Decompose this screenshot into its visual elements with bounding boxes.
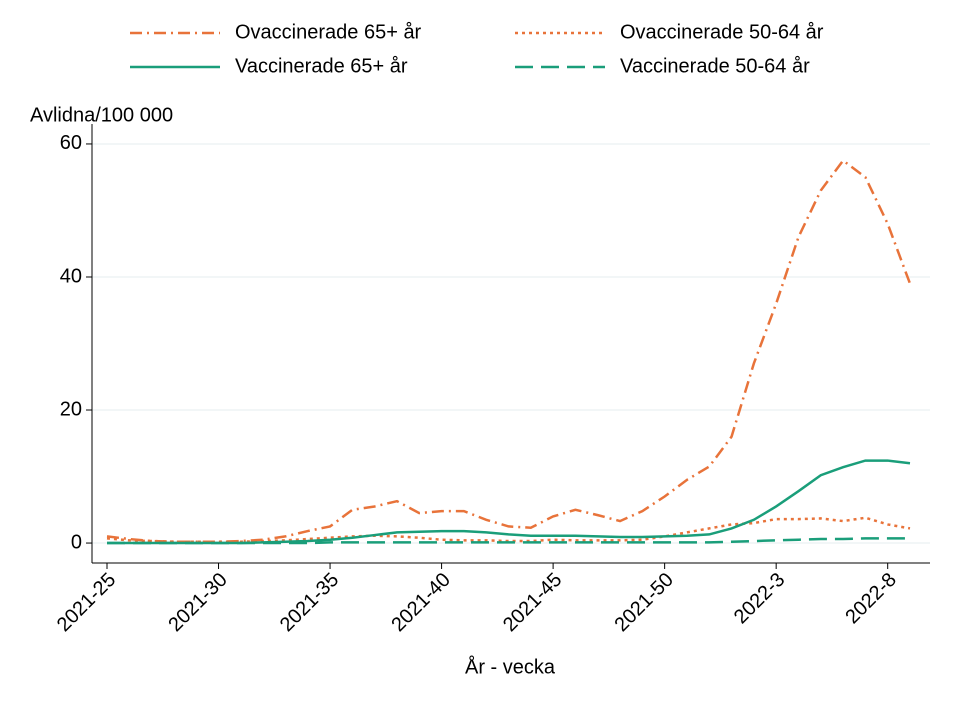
series-line [107, 537, 910, 545]
series-line [106, 516, 911, 543]
x-tick-label: 2021-50 [610, 569, 677, 636]
legend-label: Vaccinerade 65+ år [235, 55, 408, 77]
legend-label: Vaccinerade 50-64 år [620, 55, 810, 77]
legend-label: Ovaccinerade 65+ år [235, 21, 422, 43]
y-tick-label: 0 [71, 531, 82, 553]
x-tick-label: 2021-40 [387, 569, 454, 636]
legend-label: Ovaccinerade 50-64 år [620, 21, 824, 43]
x-tick-label: 2021-45 [499, 569, 566, 636]
y-tick-label: 40 [60, 265, 82, 287]
x-tick-label: 2021-30 [164, 569, 231, 636]
series-line [107, 459, 911, 545]
x-axis-label: År - vecka [465, 655, 556, 678]
x-tick-label: 2021-35 [276, 569, 343, 636]
series-line [106, 158, 912, 543]
y-tick-label: 20 [60, 398, 82, 420]
x-tick-label: 2021-25 [53, 569, 120, 636]
y-tick-label: 60 [60, 132, 82, 154]
x-tick-label: 2022-8 [841, 569, 901, 629]
y-axis-label: Avlidna/100 000 [30, 104, 173, 126]
x-tick-label: 2022-3 [730, 569, 790, 629]
